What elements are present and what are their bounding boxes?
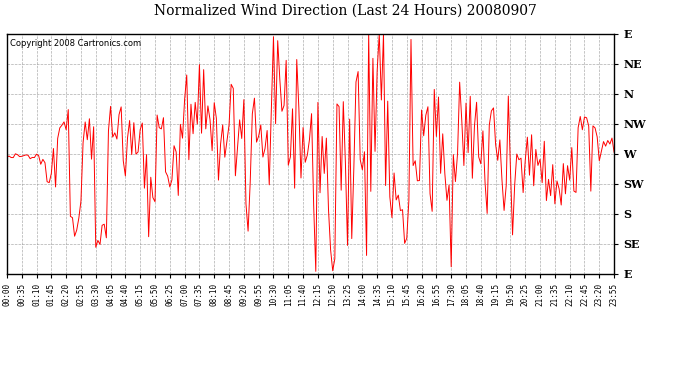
- Text: Normalized Wind Direction (Last 24 Hours) 20080907: Normalized Wind Direction (Last 24 Hours…: [154, 4, 536, 18]
- Text: Copyright 2008 Cartronics.com: Copyright 2008 Cartronics.com: [10, 39, 141, 48]
